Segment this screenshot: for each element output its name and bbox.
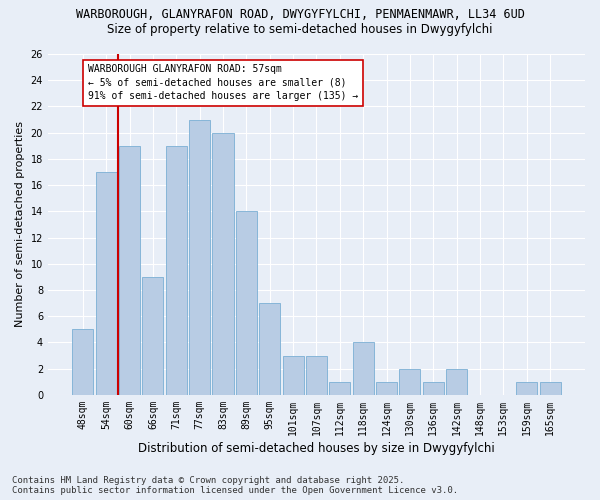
- Text: WARBOROUGH GLANYRAFON ROAD: 57sqm
← 5% of semi-detached houses are smaller (8)
9: WARBOROUGH GLANYRAFON ROAD: 57sqm ← 5% o…: [88, 64, 358, 101]
- Bar: [376, 382, 397, 395]
- Bar: [306, 356, 327, 395]
- Bar: [142, 277, 163, 395]
- Bar: [353, 342, 374, 395]
- Text: Size of property relative to semi-detached houses in Dwygyfylchi: Size of property relative to semi-detach…: [107, 22, 493, 36]
- Bar: [189, 120, 210, 395]
- Bar: [423, 382, 444, 395]
- Text: WARBOROUGH, GLANYRAFON ROAD, DWYGYFYLCHI, PENMAENMAWR, LL34 6UD: WARBOROUGH, GLANYRAFON ROAD, DWYGYFYLCHI…: [76, 8, 524, 20]
- Bar: [95, 172, 117, 395]
- Bar: [259, 303, 280, 395]
- Bar: [329, 382, 350, 395]
- Bar: [446, 368, 467, 395]
- Bar: [516, 382, 537, 395]
- Bar: [73, 330, 94, 395]
- Bar: [119, 146, 140, 395]
- Bar: [236, 212, 257, 395]
- Bar: [539, 382, 560, 395]
- Y-axis label: Number of semi-detached properties: Number of semi-detached properties: [15, 122, 25, 328]
- Bar: [212, 132, 233, 395]
- Bar: [283, 356, 304, 395]
- X-axis label: Distribution of semi-detached houses by size in Dwygyfylchi: Distribution of semi-detached houses by …: [138, 442, 495, 455]
- Bar: [166, 146, 187, 395]
- Bar: [400, 368, 421, 395]
- Text: Contains HM Land Registry data © Crown copyright and database right 2025.
Contai: Contains HM Land Registry data © Crown c…: [12, 476, 458, 495]
